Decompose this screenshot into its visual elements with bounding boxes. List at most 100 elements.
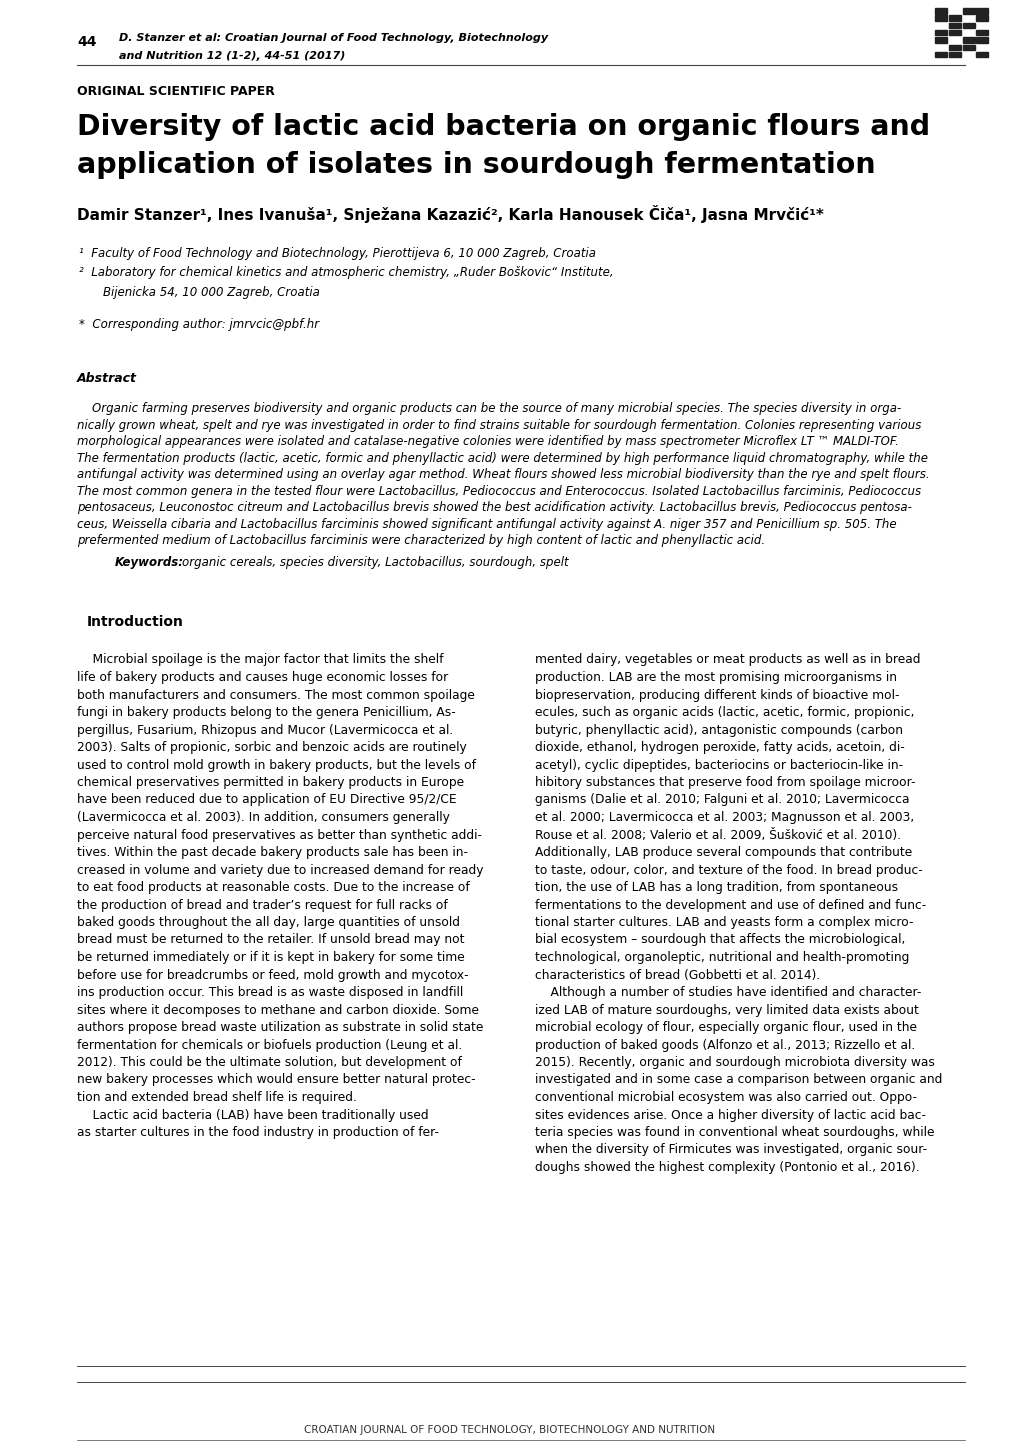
Text: Microbial spoilage is the major factor that limits the shelf: Microbial spoilage is the major factor t… bbox=[76, 653, 443, 666]
Text: new bakery processes which would ensure better natural protec-: new bakery processes which would ensure … bbox=[76, 1073, 475, 1086]
Text: chemical preservatives permitted in bakery products in Europe: chemical preservatives permitted in bake… bbox=[76, 776, 464, 789]
Bar bbox=[948, 30, 960, 36]
Bar bbox=[962, 45, 973, 50]
Text: 2012). This could be the ultimate solution, but development of: 2012). This could be the ultimate soluti… bbox=[76, 1056, 462, 1069]
Text: to taste, odour, color, and texture of the food. In bread produc-: to taste, odour, color, and texture of t… bbox=[535, 864, 922, 877]
Bar bbox=[975, 30, 987, 36]
Text: ceus, Weissella cibaria and Lactobacillus farciminis showed significant antifung: ceus, Weissella cibaria and Lactobacillu… bbox=[76, 518, 896, 531]
Text: ized LAB of mature sourdoughs, very limited data exists about: ized LAB of mature sourdoughs, very limi… bbox=[535, 1004, 918, 1017]
Bar bbox=[948, 52, 960, 58]
Text: fungi in bakery products belong to the genera Penicillium, As-: fungi in bakery products belong to the g… bbox=[76, 707, 455, 720]
Text: tion, the use of LAB has a long tradition, from spontaneous: tion, the use of LAB has a long traditio… bbox=[535, 881, 898, 894]
Text: Diversity of lactic acid bacteria on organic flours and: Diversity of lactic acid bacteria on org… bbox=[76, 112, 929, 141]
Text: CROATIAN JOURNAL OF FOOD TECHNOLOGY, BIOTECHNOLOGY AND NUTRITION: CROATIAN JOURNAL OF FOOD TECHNOLOGY, BIO… bbox=[304, 1425, 715, 1435]
Text: acetyl), cyclic dipeptides, bacteriocins or bacteriocin-like in-: acetyl), cyclic dipeptides, bacteriocins… bbox=[535, 758, 902, 771]
Text: the production of bread and trader’s request for full racks of: the production of bread and trader’s req… bbox=[76, 898, 447, 911]
Text: when the diversity of Firmicutes was investigated, organic sour-: when the diversity of Firmicutes was inv… bbox=[535, 1144, 926, 1156]
Text: ²  Laboratory for chemical kinetics and atmospheric chemistry, „Ruder Boškovic“ : ² Laboratory for chemical kinetics and a… bbox=[78, 267, 613, 280]
Text: butyric, phenyllactic acid), antagonistic compounds (carbon: butyric, phenyllactic acid), antagonisti… bbox=[535, 724, 902, 737]
Text: both manufacturers and consumers. The most common spoilage: both manufacturers and consumers. The mo… bbox=[76, 688, 475, 701]
Text: authors propose bread waste utilization as substrate in solid state: authors propose bread waste utilization … bbox=[76, 1021, 483, 1034]
Text: ganisms (Dalie et al. 2010; Falguni et al. 2010; Lavermicocca: ganisms (Dalie et al. 2010; Falguni et a… bbox=[535, 793, 909, 806]
Text: mented dairy, vegetables or meat products as well as in bread: mented dairy, vegetables or meat product… bbox=[535, 653, 919, 666]
Text: biopreservation, producing different kinds of bioactive mol-: biopreservation, producing different kin… bbox=[535, 688, 899, 701]
Bar bbox=[975, 37, 987, 43]
Text: 44: 44 bbox=[76, 35, 97, 49]
Text: characteristics of bread (Gobbetti et al. 2014).: characteristics of bread (Gobbetti et al… bbox=[535, 969, 819, 982]
Text: tion and extended bread shelf life is required.: tion and extended bread shelf life is re… bbox=[76, 1092, 357, 1105]
Bar bbox=[962, 23, 973, 27]
Text: sites where it decomposes to methane and carbon dioxide. Some: sites where it decomposes to methane and… bbox=[76, 1004, 479, 1017]
Text: perceive natural food preservatives as better than synthetic addi-: perceive natural food preservatives as b… bbox=[76, 829, 482, 842]
Text: The most common genera in the tested flour were Lactobacillus, Pediococcus and E: The most common genera in the tested flo… bbox=[76, 485, 920, 497]
Text: ecules, such as organic acids (lactic, acetic, formic, propionic,: ecules, such as organic acids (lactic, a… bbox=[535, 707, 914, 720]
Text: Introduction: Introduction bbox=[87, 616, 183, 630]
Text: bread must be returned to the retailer. If unsold bread may not: bread must be returned to the retailer. … bbox=[76, 933, 464, 946]
Text: dioxide, ethanol, hydrogen peroxide, fatty acids, acetoin, di-: dioxide, ethanol, hydrogen peroxide, fat… bbox=[535, 741, 904, 754]
Bar bbox=[934, 9, 946, 13]
Text: Lactic acid bacteria (LAB) have been traditionally used: Lactic acid bacteria (LAB) have been tra… bbox=[76, 1109, 428, 1122]
Text: Keywords:: Keywords: bbox=[115, 555, 183, 568]
Bar bbox=[948, 23, 960, 27]
Text: Bijenicka 54, 10 000 Zagreb, Croatia: Bijenicka 54, 10 000 Zagreb, Croatia bbox=[103, 286, 320, 298]
Text: technological, organoleptic, nutritional and health-promoting: technological, organoleptic, nutritional… bbox=[535, 952, 909, 965]
Text: tives. Within the past decade bakery products sale has been in-: tives. Within the past decade bakery pro… bbox=[76, 846, 468, 859]
Text: pentosaceus, Leuconostoc citreum and Lactobacillus brevis showed the best acidif: pentosaceus, Leuconostoc citreum and Lac… bbox=[76, 500, 911, 513]
Bar bbox=[934, 52, 946, 58]
Text: organic cereals, species diversity, Lactobacillus, sourdough, spelt: organic cereals, species diversity, Lact… bbox=[181, 555, 568, 568]
Text: Additionally, LAB produce several compounds that contribute: Additionally, LAB produce several compou… bbox=[535, 846, 911, 859]
Text: be returned immediately or if it is kept in bakery for some time: be returned immediately or if it is kept… bbox=[76, 952, 465, 965]
Text: before use for breadcrumbs or feed, mold growth and mycotox-: before use for breadcrumbs or feed, mold… bbox=[76, 969, 468, 982]
Text: to eat food products at reasonable costs. Due to the increase of: to eat food products at reasonable costs… bbox=[76, 881, 470, 894]
Text: doughs showed the highest complexity (Pontonio et al., 2016).: doughs showed the highest complexity (Po… bbox=[535, 1161, 919, 1174]
Text: *  Corresponding author: jmrvcic@pbf.hr: * Corresponding author: jmrvcic@pbf.hr bbox=[78, 319, 319, 332]
Text: Although a number of studies have identified and character-: Although a number of studies have identi… bbox=[535, 986, 920, 999]
Text: fermentations to the development and use of defined and func-: fermentations to the development and use… bbox=[535, 898, 925, 911]
Text: fermentation for chemicals or biofuels production (Leung et al.: fermentation for chemicals or biofuels p… bbox=[76, 1038, 462, 1051]
Text: life of bakery products and causes huge economic losses for: life of bakery products and causes huge … bbox=[76, 671, 447, 684]
Text: sites evidences arise. Once a higher diversity of lactic acid bac-: sites evidences arise. Once a higher div… bbox=[535, 1109, 925, 1122]
Text: prefermented medium of Lactobacillus farciminis were characterized by high conte: prefermented medium of Lactobacillus far… bbox=[76, 534, 764, 547]
Text: ins production occur. This bread is as waste disposed in landfill: ins production occur. This bread is as w… bbox=[76, 986, 463, 999]
Text: Damir Stanzer¹, Ines Ivanuša¹, Snježana Kazazić², Karla Hanousek Čiča¹, Jasna Mr: Damir Stanzer¹, Ines Ivanuša¹, Snježana … bbox=[76, 205, 823, 224]
Text: ORIGINAL SCIENTIFIC PAPER: ORIGINAL SCIENTIFIC PAPER bbox=[76, 85, 274, 98]
Text: production. LAB are the most promising microorganisms in: production. LAB are the most promising m… bbox=[535, 671, 896, 684]
Text: pergillus, Fusarium, Rhizopus and Mucor (Lavermicocca et al.: pergillus, Fusarium, Rhizopus and Mucor … bbox=[76, 724, 452, 737]
Text: 2003). Salts of propionic, sorbic and benzoic acids are routinely: 2003). Salts of propionic, sorbic and be… bbox=[76, 741, 467, 754]
Bar bbox=[948, 45, 960, 50]
Text: used to control mold growth in bakery products, but the levels of: used to control mold growth in bakery pr… bbox=[76, 758, 476, 771]
Bar bbox=[948, 16, 960, 20]
Bar bbox=[975, 9, 987, 13]
Bar bbox=[934, 30, 946, 36]
Bar bbox=[962, 9, 973, 13]
Text: ¹  Faculty of Food Technology and Biotechnology, Pierottijeva 6, 10 000 Zagreb, : ¹ Faculty of Food Technology and Biotech… bbox=[78, 247, 595, 260]
Text: production of baked goods (Alfonzo et al., 2013; Rizzello et al.: production of baked goods (Alfonzo et al… bbox=[535, 1038, 914, 1051]
Text: teria species was found in conventional wheat sourdoughs, while: teria species was found in conventional … bbox=[535, 1126, 933, 1139]
Text: D. Stanzer et al: Croatian Journal of Food Technology, Biotechnology: D. Stanzer et al: Croatian Journal of Fo… bbox=[119, 33, 547, 43]
Bar bbox=[934, 37, 946, 43]
Text: Organic farming preserves biodiversity and organic products can be the source of: Organic farming preserves biodiversity a… bbox=[76, 402, 901, 415]
Text: tional starter cultures. LAB and yeasts form a complex micro-: tional starter cultures. LAB and yeasts … bbox=[535, 916, 913, 929]
Text: have been reduced due to application of EU Directive 95/2/CE: have been reduced due to application of … bbox=[76, 793, 457, 806]
Text: bial ecosystem – sourdough that affects the microbiological,: bial ecosystem – sourdough that affects … bbox=[535, 933, 905, 946]
Bar bbox=[934, 16, 946, 20]
Text: morphological appearances were isolated and catalase-negative colonies were iden: morphological appearances were isolated … bbox=[76, 435, 898, 448]
Text: and Nutrition 12 (1-2), 44-51 (2017): and Nutrition 12 (1-2), 44-51 (2017) bbox=[119, 50, 345, 61]
Text: as starter cultures in the food industry in production of fer-: as starter cultures in the food industry… bbox=[76, 1126, 438, 1139]
Text: application of isolates in sourdough fermentation: application of isolates in sourdough fer… bbox=[76, 151, 874, 179]
Bar bbox=[975, 52, 987, 58]
Text: Rouse et al. 2008; Valerio et al. 2009, Šušković et al. 2010).: Rouse et al. 2008; Valerio et al. 2009, … bbox=[535, 829, 900, 842]
Bar bbox=[962, 37, 973, 43]
Text: microbial ecology of flour, especially organic flour, used in the: microbial ecology of flour, especially o… bbox=[535, 1021, 916, 1034]
Text: Abstract: Abstract bbox=[76, 372, 137, 385]
Text: antifungal activity was determined using an overlay agar method. Wheat flours sh: antifungal activity was determined using… bbox=[76, 469, 928, 482]
Text: 2015). Recently, organic and sourdough microbiota diversity was: 2015). Recently, organic and sourdough m… bbox=[535, 1056, 934, 1069]
Text: hibitory substances that preserve food from spoilage microor-: hibitory substances that preserve food f… bbox=[535, 776, 915, 789]
Text: creased in volume and variety due to increased demand for ready: creased in volume and variety due to inc… bbox=[76, 864, 483, 877]
Text: baked goods throughout the all day, large quantities of unsold: baked goods throughout the all day, larg… bbox=[76, 916, 460, 929]
Bar bbox=[975, 16, 987, 20]
Text: investigated and in some case a comparison between organic and: investigated and in some case a comparis… bbox=[535, 1073, 942, 1086]
Text: nically grown wheat, spelt and rye was investigated in order to find strains sui: nically grown wheat, spelt and rye was i… bbox=[76, 418, 920, 431]
Text: conventional microbial ecosystem was also carried out. Oppo-: conventional microbial ecosystem was als… bbox=[535, 1092, 916, 1105]
Text: et al. 2000; Lavermicocca et al. 2003; Magnusson et al. 2003,: et al. 2000; Lavermicocca et al. 2003; M… bbox=[535, 810, 913, 823]
